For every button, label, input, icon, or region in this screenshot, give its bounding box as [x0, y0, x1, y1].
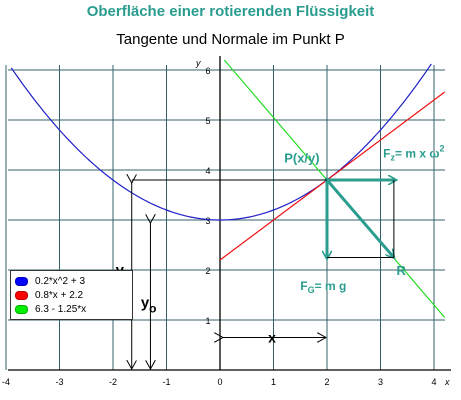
diagram-subtitle: Tangente und Normale im Punkt P [116, 31, 345, 48]
x-tick-label: 3 [378, 377, 383, 387]
y-tick-label: 2 [205, 266, 210, 276]
tick-labels: -4 -3 -2 -1 0 1 2 3 4 1 2 3 4 5 6 x y [2, 58, 450, 387]
x-tick-label: 2 [324, 377, 329, 387]
x-axis-name: x [444, 377, 450, 387]
legend-label-parabola: 0.2*x^2 + 3 [35, 275, 86, 287]
tangent-line [219, 91, 446, 261]
resultant-force-vector [325, 179, 394, 258]
y-axis-name: y [195, 58, 201, 68]
resultant-force-label: R [397, 263, 407, 278]
fz-subscript: z [391, 153, 396, 163]
x-tick-label: 1 [271, 377, 276, 387]
fz-formula: = m x ω [395, 147, 440, 161]
legend: 0.2*x^2 + 3 0.8*x + 2.2 6.3 - 1.25*x [10, 270, 133, 320]
y-tick-label: 4 [205, 166, 210, 176]
x-tick-label: -3 [55, 377, 63, 387]
legend-label-tangent: 0.8*x + 2.2 [35, 289, 84, 301]
x-tick-label: 4 [431, 377, 436, 387]
axes [8, 56, 451, 371]
grid-lines [5, 65, 445, 371]
fg-subscript: G [308, 285, 315, 295]
x-tick-label: -1 [162, 377, 170, 387]
y0-symbol: y [141, 295, 150, 312]
y-tick-label: 3 [205, 216, 210, 226]
legend-item-parabola: 0.2*x^2 + 3 [15, 274, 128, 288]
x-tick-label: 0 [217, 377, 222, 387]
point-p-label: P(x/y) [284, 151, 319, 166]
y0-dimension-label: yo [141, 295, 157, 316]
x-tick-label: -4 [2, 377, 10, 387]
legend-swatch-tangent [15, 290, 28, 300]
fz-exponent: 2 [440, 144, 445, 154]
legend-item-normal: 6.3 - 1.25*x [15, 302, 128, 316]
fg-formula: = m g [315, 279, 347, 293]
legend-swatch-parabola [15, 276, 28, 286]
fg-symbol: F [300, 279, 307, 293]
parabola-curve [10, 63, 432, 221]
fz-symbol: F [383, 147, 390, 161]
x-dimension-label: x [268, 330, 276, 346]
legend-item-tangent: 0.8*x + 2.2 [15, 288, 128, 302]
legend-label-normal: 6.3 - 1.25*x [35, 303, 87, 315]
y-tick-label: 6 [205, 66, 210, 76]
y-tick-label: 1 [205, 316, 210, 326]
diagram-title: Oberfläche einer rotierenden Flüssigkeit [86, 3, 375, 20]
legend-swatch-normal [15, 304, 28, 314]
centrifugal-force-label: Fz= m x ω2 [383, 144, 444, 163]
y-tick-label: 5 [205, 116, 210, 126]
x-tick-label: -2 [109, 377, 117, 387]
gravity-force-label: FG= m g [300, 279, 346, 295]
y0-subscript: o [149, 302, 156, 316]
